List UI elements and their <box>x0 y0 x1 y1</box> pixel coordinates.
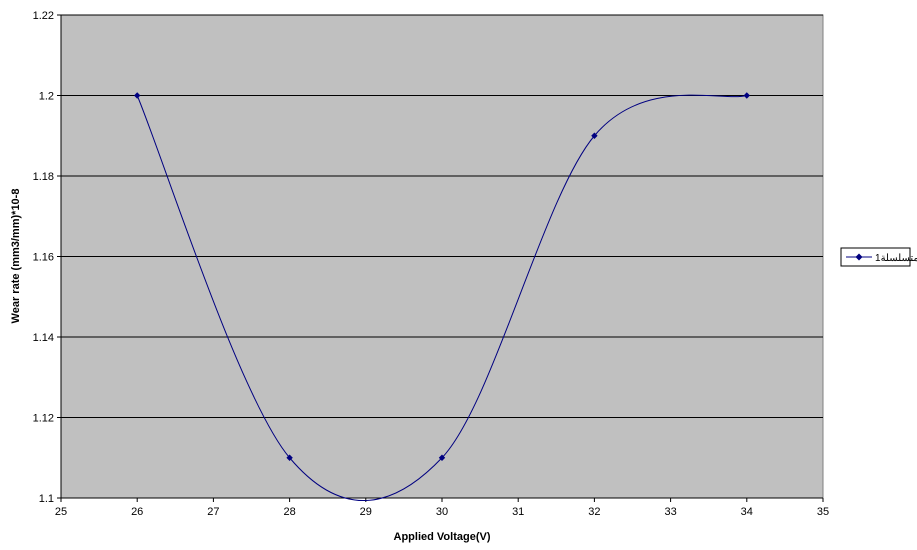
y-tick-label: 1.22 <box>33 10 54 22</box>
x-tick-label: 29 <box>360 506 372 518</box>
y-tick-label: 1.12 <box>33 413 54 425</box>
x-tick-label: 32 <box>588 506 600 518</box>
y-tick-label: 1.2 <box>39 91 54 103</box>
y-axis-title: Wear rate (mm3/mm)*10-8 <box>10 189 22 324</box>
x-tick-label: 35 <box>817 506 829 518</box>
legend-box <box>840 247 911 267</box>
x-tick-label: 27 <box>207 506 219 518</box>
legend-label: متسلسلة1 <box>875 253 917 264</box>
series-markers <box>134 92 750 461</box>
data-point-marker <box>438 454 446 461</box>
x-tick-label: 26 <box>131 506 143 518</box>
y-tick-label: 1.1 <box>39 493 54 505</box>
y-tick-label: 1.14 <box>33 332 54 344</box>
data-point-marker <box>591 132 598 139</box>
data-point-marker <box>743 92 750 99</box>
data-point-marker <box>134 92 141 99</box>
gridlines <box>61 14 823 418</box>
x-tick-labels: 25 26 27 28 29 30 31 32 33 34 35 <box>55 506 829 518</box>
x-tick-label: 30 <box>436 506 448 518</box>
y-tick-label: 1.16 <box>33 252 54 264</box>
x-axis-title: Applied Voltage(V) <box>394 531 491 543</box>
x-tick-label: 31 <box>512 506 524 518</box>
legend-marker <box>855 253 863 261</box>
y-tick-label: 1.18 <box>33 171 54 183</box>
x-tick-label: 33 <box>664 506 676 518</box>
legend: متسلسلة1 <box>840 247 917 267</box>
data-point-marker <box>286 454 293 461</box>
axes <box>57 14 824 502</box>
x-tick-label: 25 <box>55 506 67 518</box>
x-tick-label: 28 <box>283 506 295 518</box>
y-tick-labels: 1.1 1.12 1.14 1.16 1.18 1.2 1.22 <box>33 10 54 505</box>
x-tick-label: 34 <box>741 506 753 518</box>
